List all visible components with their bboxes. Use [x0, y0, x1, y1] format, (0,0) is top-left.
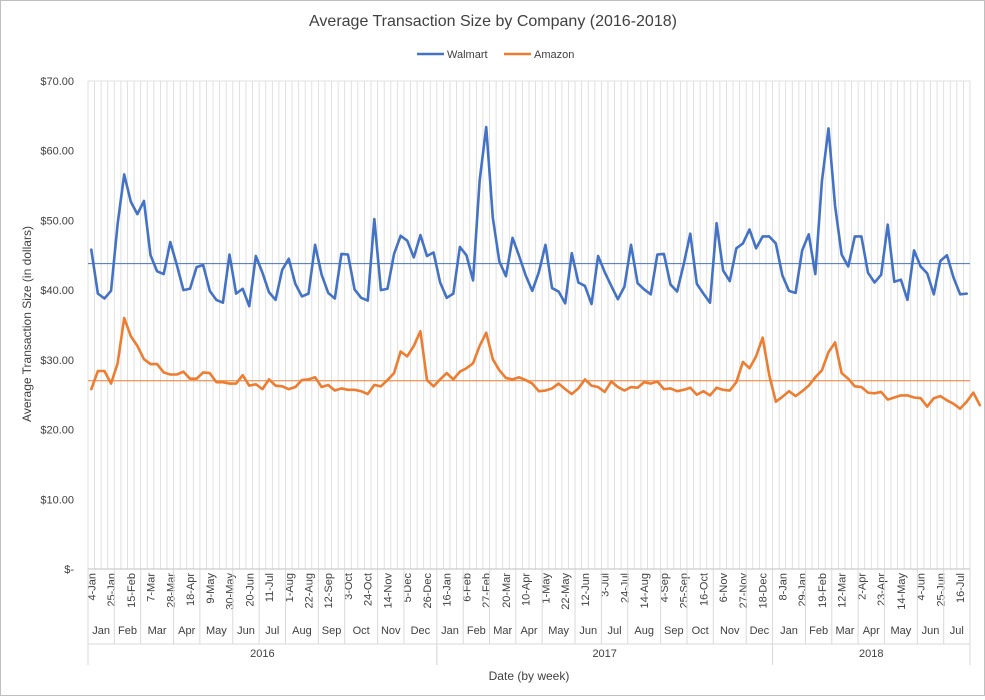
x-tick-label-week: 4-Jan — [86, 573, 98, 601]
year-label: 2018 — [859, 648, 883, 660]
month-label: Jan — [92, 625, 110, 637]
x-tick-label-week: 16-Oct — [698, 573, 710, 606]
x-tick-label-week: 28-Mar — [165, 573, 177, 608]
x-tick-label-week: 27-Feb — [481, 573, 493, 608]
month-label: May — [890, 625, 911, 637]
plot-area: $- $10.00 $20.00 $30.00 $40.00 $50.00 $60.00 $7… — [40, 76, 982, 665]
y-tick-label: $- — [64, 564, 74, 576]
x-tick-label-week: 29-Jan — [797, 573, 809, 607]
x-tick-label-week: 4-Jun — [916, 573, 928, 601]
month-label: Apr — [863, 625, 880, 637]
x-tick-label-week: 14-Nov — [382, 573, 394, 609]
y-tick-label: $70.00 — [40, 76, 74, 88]
x-tick-label-week: 24-Oct — [363, 573, 375, 606]
month-label: Apr — [520, 625, 537, 637]
month-label: May — [548, 625, 569, 637]
x-axis-title: Date (by week) — [489, 669, 570, 683]
x-tick-label-week: 14-Aug — [639, 573, 651, 608]
month-label: Nov — [381, 625, 401, 637]
x-tick-label-week: 12-Jun — [580, 573, 592, 607]
x-tick-label-week: 20-Mar — [501, 573, 513, 608]
x-tick-label-week: 24-Jul — [619, 573, 631, 603]
x-tick-label-week: 22-Aug — [304, 573, 316, 608]
chart-title: Average Transaction Size by Company (201… — [309, 13, 677, 30]
month-label: Mar — [493, 625, 512, 637]
month-label: Jul — [950, 625, 964, 637]
month-label: Oct — [353, 625, 370, 637]
month-label: Dec — [411, 625, 431, 637]
y-axis-title: Average Transaction Size (in dollars) — [20, 226, 34, 422]
month-label: Jun — [237, 625, 255, 637]
x-tick-label-week: 4-Sep — [659, 573, 671, 602]
month-label: Mar — [148, 625, 167, 637]
y-tick-label: $20.00 — [40, 425, 74, 437]
month-label: Nov — [720, 625, 740, 637]
month-label: Jan — [441, 625, 459, 637]
month-label: Apr — [178, 625, 195, 637]
x-tick-label-week: 19-Feb — [817, 573, 829, 608]
x-tick-label-week: 1-Aug — [284, 573, 296, 602]
x-tick-label-week: 30-May — [225, 573, 237, 610]
x-tick-label-week: 25-Jun — [935, 573, 947, 607]
month-label: May — [206, 625, 227, 637]
x-tick-label-week: 16-Jan — [442, 573, 454, 607]
x-tick-label-week: 3-Jul — [600, 573, 612, 597]
x-tick-label-week: 2-Apr — [856, 573, 868, 600]
x-tick-label-week: 20-Jun — [244, 573, 256, 607]
legend-amazon-label: Amazon — [534, 49, 574, 61]
x-tick-label-week: 25-Jan — [106, 573, 118, 607]
month-label: Mar — [835, 625, 854, 637]
month-label: Dec — [750, 625, 770, 637]
x-tick-label-week: 27-Nov — [738, 573, 750, 609]
series-line-walmart — [89, 125, 969, 308]
month-label: Feb — [118, 625, 137, 637]
month-label: Feb — [809, 625, 828, 637]
month-label: Feb — [467, 625, 486, 637]
x-tick-label-week: 11-Jul — [264, 573, 276, 602]
x-tick-label-week: 22-May — [560, 573, 572, 610]
year-label: 2017 — [592, 648, 616, 660]
x-tick-label-week: 6-Nov — [718, 573, 730, 603]
x-tick-label-week: 5-Dec — [402, 573, 414, 603]
x-tick-label-week: 12-Mar — [837, 573, 849, 608]
x-tick-label-week: 15-Feb — [126, 573, 138, 608]
x-tick-label-week: 1-May — [540, 573, 552, 604]
month-label: Jun — [922, 625, 940, 637]
x-tick-label-week: 23-Apr — [876, 573, 888, 606]
x-tick-label-week: 7-Mar — [146, 573, 158, 602]
y-tick-label: $40.00 — [40, 285, 74, 297]
x-tick-label-week: 12-Sep — [323, 573, 335, 608]
x-tick-label-week: 6-Feb — [461, 573, 473, 602]
legend-walmart-label: Walmart — [447, 49, 488, 61]
y-tick-label: $60.00 — [40, 146, 74, 158]
month-label: Aug — [634, 625, 654, 637]
y-tick-label: $30.00 — [40, 355, 74, 367]
legend: Walmart Amazon — [417, 49, 574, 61]
x-tick-label-week: 16-Jul — [955, 573, 967, 603]
x-tick-label-week: 18-Apr — [185, 573, 197, 606]
x-tick-label-week: 25-Sep — [679, 573, 691, 608]
x-tick-label-week: 8-Jan — [777, 573, 789, 601]
series-line-amazon — [89, 316, 982, 410]
month-label: Aug — [292, 625, 312, 637]
year-label: 2016 — [250, 648, 274, 660]
x-tick-label-week: 18-Dec — [758, 573, 770, 609]
month-label: Jun — [579, 625, 597, 637]
x-tick-label-week: 9-May — [205, 573, 217, 604]
x-tick-label-week: 26-Dec — [422, 573, 434, 609]
y-tick-label: $10.00 — [40, 494, 74, 506]
month-label: Jan — [780, 625, 798, 637]
month-label: Oct — [692, 625, 709, 637]
month-label: Jul — [608, 625, 622, 637]
y-tick-label: $50.00 — [40, 215, 74, 227]
month-label: Sep — [664, 625, 684, 637]
x-tick-label-week: 3-Oct — [343, 573, 355, 600]
month-label: Jul — [265, 625, 279, 637]
x-tick-label-week: 10-Apr — [521, 573, 533, 606]
x-tick-label-week: 14-May — [896, 573, 908, 610]
month-label: Sep — [322, 625, 342, 637]
